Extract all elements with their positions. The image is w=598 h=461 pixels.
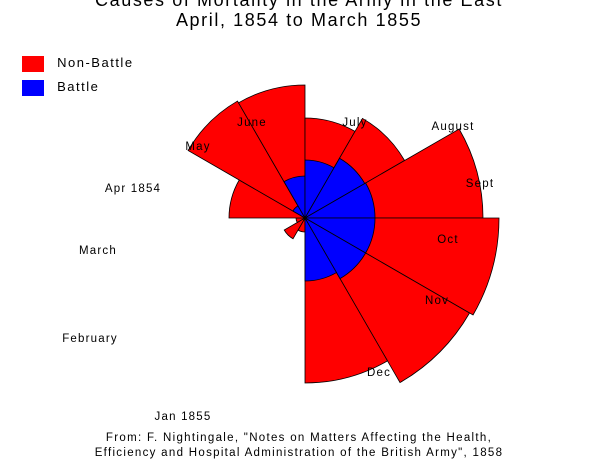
- month-label-oct: Oct: [437, 234, 459, 246]
- month-labels: Apr 1854 May June July August Sept Oct Nov Dec Ja…: [62, 117, 494, 423]
- legend-swatch-non-battle: [22, 55, 44, 72]
- chart-title: Causes of Mortality in the Army in the E…: [95, 0, 503, 10]
- battle-wedge-march: [304, 216, 338, 282]
- month-label-apr-1854: Apr 1854: [105, 183, 161, 195]
- source-note-line-2: Efficiency and Hospital Administration o…: [94, 447, 504, 459]
- non-battle-wedge-august: [187, 100, 307, 220]
- non-battle-wedge-may: [283, 216, 307, 240]
- legend-swatch-battle: [22, 79, 44, 96]
- chart-subtitle: April, 1854 to March 1855: [175, 10, 423, 30]
- month-label-nov: Nov: [425, 295, 449, 307]
- legend-label-non-battle: Non-Battle: [57, 55, 134, 70]
- month-label-july: July: [342, 117, 367, 129]
- month-label-march: March: [79, 245, 117, 257]
- legend-item-battle: Battle: [22, 79, 99, 96]
- month-label-jan-1855: Jan 1855: [155, 411, 212, 423]
- month-label-sept: Sept: [466, 178, 494, 190]
- source-note-line-1: From: F. Nightingale, "Notes on Matters …: [105, 432, 493, 444]
- month-label-june: June: [237, 117, 267, 129]
- legend-item-non-battle: Non-Battle: [22, 55, 134, 72]
- legend-label-battle: Battle: [57, 79, 100, 94]
- battle-wedge-february: [303, 216, 367, 280]
- battle-wedges: [283, 157, 376, 282]
- month-label-august: August: [431, 121, 474, 133]
- month-label-february: February: [62, 333, 118, 345]
- month-label-may: May: [185, 141, 210, 153]
- month-label-dec: Dec: [367, 367, 391, 379]
